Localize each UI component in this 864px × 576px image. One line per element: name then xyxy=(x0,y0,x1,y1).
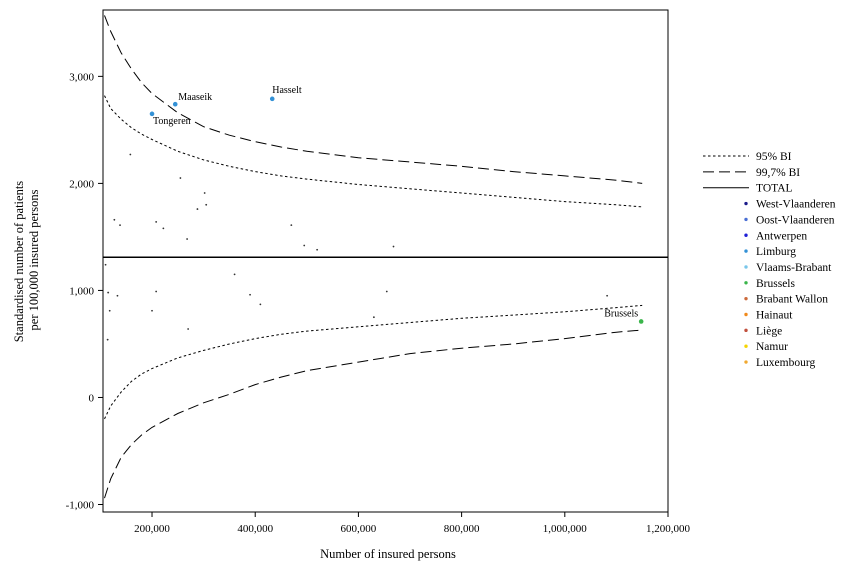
point-label-hasselt: Hasselt xyxy=(272,85,302,96)
point xyxy=(155,221,158,223)
legend: 95% BI 99,7% BI TOTAL West-Vlaanderen Oost-V… xyxy=(703,151,836,369)
x-axis-title: Number of insured persons xyxy=(320,547,456,561)
legend-entry-label: Oost-Vlaanderen xyxy=(756,214,835,226)
point-label-brussels: Brussels xyxy=(604,308,638,319)
legend-marker-antwerpen xyxy=(744,233,748,237)
point-brussels xyxy=(638,319,644,324)
legend-entry-label: Limburg xyxy=(756,246,796,258)
legend-entry-label: Brussels xyxy=(756,278,796,290)
legend-marker-brussels xyxy=(744,281,748,285)
point xyxy=(108,309,111,312)
legend-entry-label: Namur xyxy=(756,341,788,353)
point xyxy=(290,224,293,227)
legend-entry-label: Liège xyxy=(756,325,782,337)
y-tick-label: 3,000 xyxy=(69,71,94,83)
point-tongeren xyxy=(149,111,155,117)
x-axis: 200,000 400,000 600,000 800,000 1,000,000 1,2… xyxy=(134,512,691,535)
point-label-tongeren: Tongeren xyxy=(153,116,191,127)
point xyxy=(116,294,119,297)
legend-entry-label: West-Vlaanderen xyxy=(756,199,836,211)
point xyxy=(316,248,319,251)
point xyxy=(129,153,132,156)
point xyxy=(392,245,395,248)
point xyxy=(186,238,189,240)
point xyxy=(187,328,190,330)
x-tick-label: 600,000 xyxy=(341,523,377,535)
point xyxy=(104,263,107,266)
ci-dotted-upper-curve xyxy=(104,95,643,208)
legend-marker-li-ge xyxy=(744,328,748,333)
point xyxy=(151,309,153,312)
legend-marker-namur xyxy=(744,344,748,348)
point xyxy=(106,338,109,341)
y-axis-title: Standardised number of patients per 100,… xyxy=(12,178,41,343)
legend-entry-label: Luxembourg xyxy=(756,357,815,369)
point xyxy=(372,316,375,319)
legend-entry-label: Brabant Wallon xyxy=(756,294,828,306)
legend-marker-west-vlaanderen xyxy=(744,201,748,206)
y-axis-title-line-2: per 100,000 insured persons xyxy=(27,189,41,330)
x-tick-label: 1,000,000 xyxy=(543,523,588,535)
data-points xyxy=(104,96,644,341)
point xyxy=(203,192,206,194)
point-label-maaseik: Maaseik xyxy=(178,92,212,103)
point xyxy=(107,291,110,294)
legend-entry-label: TOTAL xyxy=(756,183,793,195)
point-maaseik xyxy=(172,101,178,107)
y-tick-label: -1,000 xyxy=(66,500,95,512)
point xyxy=(119,224,121,227)
point xyxy=(155,290,158,293)
point xyxy=(303,244,306,247)
plot-frame xyxy=(102,9,669,513)
point xyxy=(606,294,609,297)
legend-marker-luxembourg xyxy=(744,360,748,364)
point xyxy=(259,303,262,306)
legend-entry-label: Antwerpen xyxy=(756,230,807,242)
point xyxy=(385,290,388,293)
point-labels: Maaseik Hasselt Tongeren Brussels xyxy=(153,85,638,320)
legend-entry-label: Vlaams-Brabant xyxy=(756,262,832,274)
ci-dashed-lower-curve xyxy=(104,329,643,499)
y-axis: -1,000 0 1,000 2,000 3,000 xyxy=(66,71,103,512)
point xyxy=(179,177,182,179)
point xyxy=(196,208,199,210)
point-hasselt xyxy=(269,96,275,102)
x-tick-label: 800,000 xyxy=(444,523,480,535)
point xyxy=(249,293,251,296)
point xyxy=(162,227,165,230)
legend-marker-brabant-wallon xyxy=(744,296,748,301)
legend-marker-oost-vlaanderen xyxy=(744,217,748,222)
y-tick-label: 0 xyxy=(89,392,95,404)
point xyxy=(205,203,208,206)
legend-entry-label: 99,7% BI xyxy=(756,167,800,179)
ci-dotted-lower-curve xyxy=(104,304,643,420)
x-tick-label: 400,000 xyxy=(237,523,273,535)
x-tick-label: 200,000 xyxy=(134,523,170,535)
legend-marker-hainaut xyxy=(744,312,748,317)
point xyxy=(233,273,236,276)
reference-lines xyxy=(104,15,643,499)
y-axis-title-line-1: Standardised number of patients xyxy=(12,181,26,343)
ci-dashed-upper-curve xyxy=(104,15,643,184)
legend-entry-label: Hainaut xyxy=(756,310,793,322)
legend-marker-limburg xyxy=(744,249,748,253)
y-tick-label: 2,000 xyxy=(69,178,94,190)
point xyxy=(113,218,116,221)
legend-entry-label: 95% BI xyxy=(756,151,792,163)
legend-marker-vlaams-brabant xyxy=(744,265,748,269)
y-tick-label: 1,000 xyxy=(69,285,94,297)
x-tick-label: 1,200,000 xyxy=(646,523,691,535)
